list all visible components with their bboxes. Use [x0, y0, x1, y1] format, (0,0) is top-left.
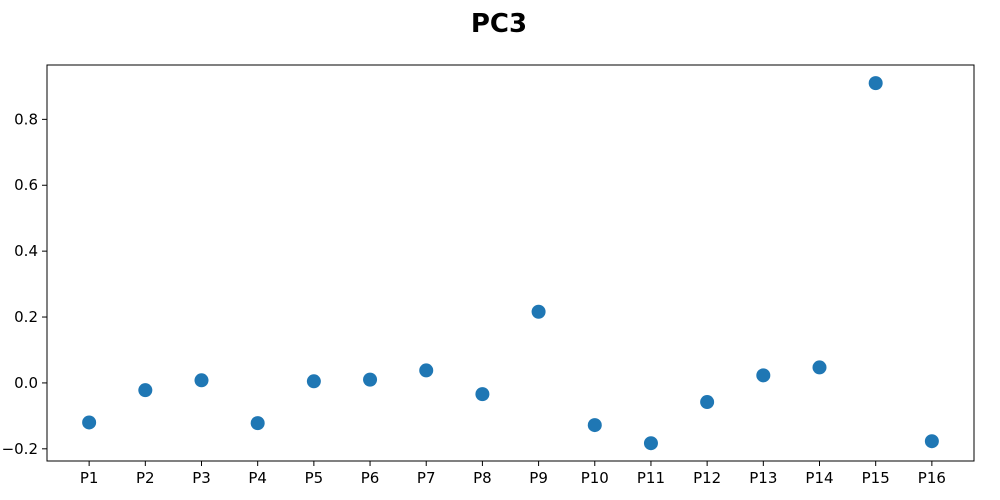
- y-tick-label: 0.4: [14, 242, 38, 260]
- data-point-p8: [475, 387, 490, 402]
- x-tick-label: P12: [693, 469, 721, 487]
- data-point-p13: [756, 368, 771, 383]
- x-tick-label: P4: [248, 469, 267, 487]
- y-tick-label: 0.0: [14, 374, 38, 392]
- data-point-p11: [643, 436, 658, 451]
- data-points: [82, 76, 939, 451]
- x-tick-label: P11: [637, 469, 665, 487]
- y-axis: −0.2 0.0 0.2 0.4 0.6 0.8: [2, 110, 47, 458]
- x-tick-label: P14: [805, 469, 833, 487]
- data-point-p14: [812, 360, 827, 375]
- x-tick-label: P7: [417, 469, 436, 487]
- data-point-p12: [700, 395, 715, 410]
- data-point-p16: [924, 434, 939, 449]
- chart-title: PC3: [471, 9, 527, 39]
- data-point-p5: [306, 374, 321, 389]
- x-tick-label: P8: [473, 469, 492, 487]
- x-tick-label: P6: [361, 469, 380, 487]
- x-tick-label: P1: [80, 469, 99, 487]
- x-tick-label: P15: [862, 469, 890, 487]
- data-point-p2: [138, 383, 153, 398]
- data-point-p1: [82, 415, 97, 430]
- x-tick-label: P5: [305, 469, 324, 487]
- data-point-p3: [194, 373, 209, 388]
- x-tick-label: P3: [192, 469, 211, 487]
- x-tick-label: P9: [529, 469, 548, 487]
- x-axis: P1 P2 P3 P4 P5 P6 P7 P8 P9 P10 P11 P12 P13 P14 P15 P16: [80, 461, 946, 487]
- y-tick-label: 0.8: [14, 110, 38, 128]
- y-tick-label: 0.2: [14, 308, 38, 326]
- data-point-p15: [868, 76, 883, 91]
- plot-area: [46, 64, 975, 462]
- data-point-p7: [419, 363, 434, 378]
- data-point-p6: [363, 372, 378, 387]
- data-point-p9: [531, 304, 546, 319]
- y-tick-label: 0.6: [14, 176, 38, 194]
- x-tick-label: P2: [136, 469, 155, 487]
- data-point-p10: [587, 418, 602, 433]
- x-tick-label: P16: [918, 469, 946, 487]
- x-tick-label: P13: [749, 469, 777, 487]
- data-point-p4: [250, 416, 265, 431]
- x-tick-label: P10: [581, 469, 609, 487]
- y-tick-label: −0.2: [2, 440, 38, 458]
